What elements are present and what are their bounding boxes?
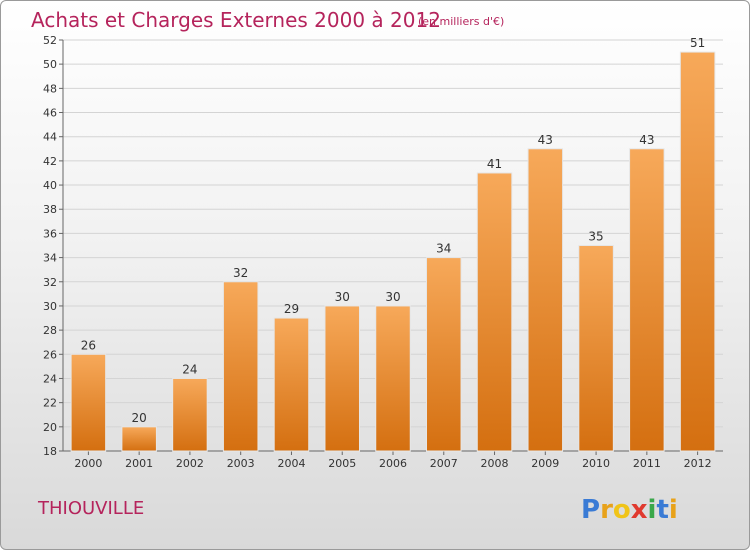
value-label-2007: 34 [436, 242, 451, 256]
y-tick-label: 20 [43, 421, 57, 434]
x-tick-label-2000: 2000 [74, 457, 102, 470]
bar-2003 [222, 281, 259, 452]
value-labels: 26 20 24 32 29 30 30 34 41 43 35 43 51 [81, 36, 706, 425]
x-tick-label-2001: 2001 [125, 457, 153, 470]
logo-letter: i [669, 495, 678, 525]
y-tick-label: 30 [43, 300, 57, 313]
y-tick-label: 50 [43, 58, 57, 71]
logo-letter: t [656, 495, 668, 525]
value-label-2011: 43 [639, 133, 654, 147]
x-tick-label-2007: 2007 [430, 457, 458, 470]
value-label-2001: 20 [132, 411, 147, 425]
x-tick-label-2004: 2004 [277, 457, 305, 470]
x-tick-label-2005: 2005 [328, 457, 356, 470]
y-tick-label: 34 [43, 252, 57, 265]
x-tick-label-2012: 2012 [684, 457, 712, 470]
commune-name: THIOUVILLE [37, 498, 144, 519]
bar-2012 [679, 51, 716, 452]
x-tick-label-2008: 2008 [481, 457, 509, 470]
x-tick-label-2002: 2002 [176, 457, 204, 470]
proxiti-logo: Proxiti [581, 495, 678, 525]
bar-2001 [121, 426, 157, 452]
value-label-2005: 30 [335, 290, 350, 304]
bar-2009 [527, 148, 564, 452]
bar-2004 [273, 317, 310, 452]
logo-letter: r [600, 495, 613, 525]
x-tick-label-2010: 2010 [582, 457, 610, 470]
value-label-2009: 43 [538, 133, 553, 147]
value-label-2002: 24 [182, 362, 197, 376]
y-tick-label: 52 [43, 34, 57, 47]
bar-2006 [375, 305, 411, 452]
value-label-2000: 26 [81, 338, 96, 352]
bars [70, 51, 716, 452]
y-tick-label: 48 [43, 82, 57, 95]
bar-2010 [578, 245, 614, 452]
x-tick-label-2003: 2003 [227, 457, 255, 470]
value-label-2006: 30 [385, 290, 400, 304]
bar-2008 [476, 172, 513, 452]
bar-2005 [324, 305, 360, 452]
logo-letter: i [648, 495, 657, 525]
chart-title: Achats et Charges Externes 2000 à 2012 [31, 8, 441, 32]
bar-2011 [629, 148, 665, 452]
value-label-2010: 35 [588, 230, 603, 244]
logo-letter: x [631, 495, 648, 525]
logo-letter: o [613, 495, 631, 525]
y-tick-label: 22 [43, 397, 57, 410]
y-tick-label: 26 [43, 348, 57, 361]
value-label-2003: 32 [233, 266, 248, 280]
bar-2002 [172, 377, 208, 452]
y-tick-label: 44 [43, 131, 57, 144]
y-tick-label: 38 [43, 203, 57, 216]
y-tick-label: 24 [43, 372, 57, 385]
x-tick-label-2009: 2009 [531, 457, 559, 470]
y-tick-label: 32 [43, 276, 57, 289]
y-tick-label: 28 [43, 324, 57, 337]
bar-2007 [426, 257, 462, 452]
y-tick-label: 40 [43, 179, 57, 192]
value-label-2012: 51 [690, 36, 705, 50]
x-tick-label-2006: 2006 [379, 457, 407, 470]
x-tick-label-2011: 2011 [633, 457, 661, 470]
y-tick-label: 42 [43, 155, 57, 168]
logo-letter: P [581, 495, 600, 525]
y-tick-label: 36 [43, 227, 57, 240]
value-label-2004: 29 [284, 302, 299, 316]
bar-2000 [70, 353, 107, 452]
axes: 18 20 22 24 26 28 30 32 34 36 38 40 42 44 46 48 50 52 2000… [43, 34, 723, 470]
value-label-2008: 41 [487, 157, 502, 171]
y-tick-label: 18 [43, 445, 57, 458]
y-tick-label: 46 [43, 107, 57, 120]
grid-lines [63, 39, 723, 452]
chart-subtitle: (en milliers d'€) [418, 15, 504, 28]
